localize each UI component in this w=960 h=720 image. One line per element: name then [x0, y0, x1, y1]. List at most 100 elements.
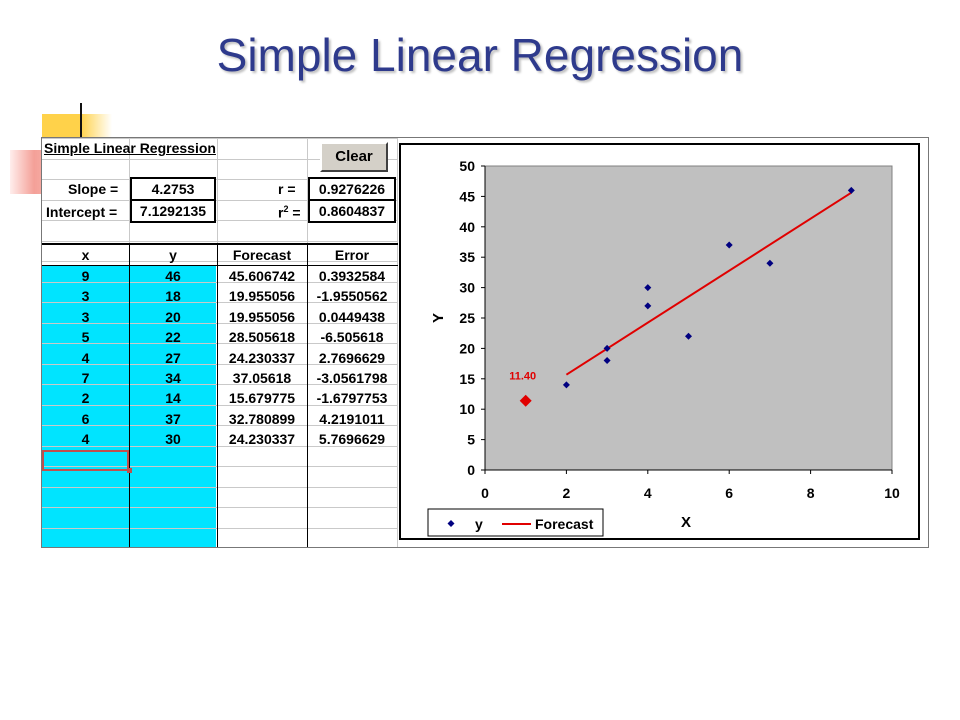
- r2-value-box: 0.8604837: [308, 199, 396, 223]
- intercept-label: Intercept =: [46, 204, 118, 220]
- table-cell: 46: [165, 268, 181, 284]
- data-point: [685, 332, 692, 340]
- slope-value-box: 4.2753: [130, 177, 216, 201]
- data-point: [644, 302, 652, 310]
- grid-col-line: [397, 138, 398, 547]
- forecast-point-label: 11.40: [509, 371, 536, 383]
- legend-label-y: y: [475, 516, 483, 532]
- table-col-rule: [129, 244, 130, 547]
- y-tick-label: 50: [459, 158, 475, 174]
- table-cell: 4: [81, 349, 90, 366]
- r-label: r =: [278, 181, 296, 197]
- grid-row-line: [42, 138, 398, 139]
- y-tick-label: 10: [459, 401, 475, 417]
- grid-row-line: [42, 384, 398, 385]
- y-tick-label: 0: [467, 462, 475, 478]
- spreadsheet: Simple Linear Regression Clear Slope = 4…: [41, 137, 929, 548]
- x-tick-label: 8: [807, 485, 815, 501]
- y-tick-label: 20: [459, 340, 475, 356]
- col-header-x: x: [81, 247, 90, 263]
- clear-button[interactable]: Clear: [320, 142, 388, 172]
- x-tick-label: 4: [644, 485, 652, 501]
- grid-row-line: [42, 158, 398, 160]
- r2-label-eq: =: [292, 204, 301, 221]
- grid-row-line: [42, 527, 398, 529]
- table-cell: 0.3932584: [318, 268, 386, 284]
- selected-cell[interactable]: [42, 450, 129, 471]
- grid-row-line: [42, 179, 398, 180]
- table-cell: 19.955056: [228, 288, 296, 305]
- data-point: [766, 259, 774, 267]
- data-point: [603, 357, 611, 365]
- table-cell: 9: [81, 268, 90, 284]
- grid-row-line: [42, 281, 398, 283]
- table-cell: 30: [165, 431, 181, 448]
- decor-yellow-bar: [42, 114, 112, 140]
- table-cell: -3.0561798: [316, 370, 388, 386]
- table-col-rule: [307, 244, 308, 547]
- legend-box: [427, 508, 604, 537]
- sheet-heading: Simple Linear Regression: [44, 140, 216, 156]
- plot-area: [484, 165, 893, 471]
- table-rule: [42, 243, 398, 245]
- table-cell: 18: [165, 288, 181, 305]
- table-cell: 24.230337: [228, 349, 296, 366]
- table-cell: 27: [165, 349, 181, 366]
- slope-value: 4.2753: [151, 181, 195, 197]
- legend-point-icon: [447, 520, 455, 527]
- y-tick-label: 35: [459, 249, 475, 265]
- table-cell: 37.05618: [232, 370, 292, 386]
- x-tick-label: 6: [725, 485, 733, 501]
- table-cell: -1.9550562: [316, 288, 388, 305]
- table-cell: 2: [81, 390, 90, 407]
- table-cell: 19.955056: [228, 308, 296, 325]
- regression-chart[interactable]: 0 5 10 15 20 25 30 35 40 45 50 0 2 4 6 8 10 Y X 11.40 y Forec…: [399, 143, 920, 540]
- x-axis-label: X: [681, 514, 691, 531]
- grid-row-line: [42, 199, 398, 201]
- r2-label-base: r: [278, 204, 284, 221]
- r-value: 0.9276226: [318, 181, 386, 197]
- y-axis-label: Y: [430, 313, 447, 323]
- x-tick-label: 2: [563, 485, 571, 501]
- y-tick-label: 45: [459, 188, 475, 204]
- table-cell: 4.2191011: [319, 410, 385, 427]
- y-tick-label: 40: [459, 219, 475, 235]
- table-cell: 5.7696629: [318, 431, 386, 448]
- col-header-forecast: Forecast: [232, 247, 292, 263]
- grid-row-line: [42, 363, 398, 365]
- table-cell: 34: [165, 370, 181, 386]
- r2-label: r2 =: [278, 204, 301, 221]
- x-tick-label: 10: [884, 485, 900, 501]
- grid-row-line: [42, 445, 398, 447]
- legend-label-forecast: Forecast: [535, 516, 594, 532]
- table-cell: 3: [81, 288, 90, 305]
- table-cell: 37: [165, 410, 181, 427]
- data-point: [847, 186, 855, 194]
- forecast-point: [519, 394, 532, 407]
- table-cell: 22: [165, 329, 181, 346]
- y-tick-label: 25: [459, 310, 475, 326]
- forecast-line: [565, 191, 852, 376]
- grid-row-line: [42, 507, 398, 508]
- fill-handle[interactable]: [127, 468, 132, 473]
- data-point: [644, 284, 652, 292]
- table-cell: 24.230337: [228, 431, 296, 448]
- data-point: [725, 241, 733, 249]
- grid-row-line: [42, 261, 398, 262]
- table-cell: 4: [81, 431, 90, 448]
- slope-label: Slope =: [68, 181, 119, 197]
- col-header-y: y: [169, 247, 177, 263]
- x-tick-label: 0: [481, 485, 489, 501]
- grid-row-line: [42, 486, 398, 488]
- table-cell: -1.6797753: [316, 390, 388, 407]
- r-value-box: 0.9276226: [308, 177, 396, 201]
- table-cell: 2.7696629: [318, 349, 386, 366]
- y-tick-label: 30: [459, 280, 475, 296]
- table-cell: 14: [165, 390, 181, 407]
- data-point: [603, 344, 611, 352]
- chart-svg: 0 5 10 15 20 25 30 35 40 45 50 0 2 4 6 8 10 Y X 11.40 y Forec…: [427, 158, 900, 537]
- r2-value: 0.8604837: [318, 203, 386, 219]
- table-cell: -6.505618: [320, 329, 384, 346]
- table-col-rule: [217, 244, 218, 547]
- grid-row-line: [42, 302, 398, 303]
